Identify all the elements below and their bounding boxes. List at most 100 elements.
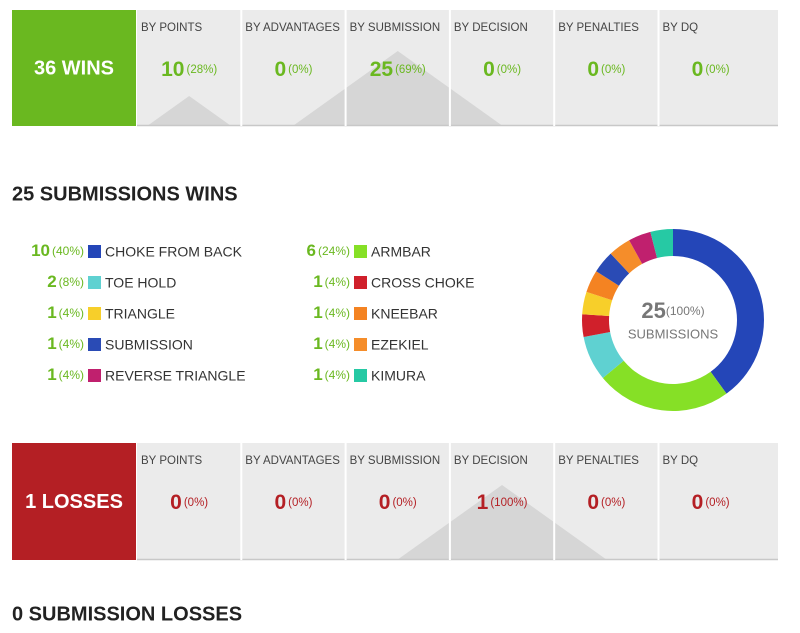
stat-count: 0	[274, 491, 286, 514]
stat-count: 0	[483, 58, 495, 81]
legend-value: 6 (24%)	[307, 241, 350, 260]
stat-label: BY ADVANTAGES	[245, 22, 340, 34]
stat-value: 0 (0%)	[692, 58, 730, 81]
legend-percent: (4%)	[59, 306, 84, 320]
peak	[147, 96, 232, 126]
stat-label: BY SUBMISSION	[350, 455, 441, 467]
legend-value: 1 (4%)	[47, 365, 84, 384]
donut-segment	[629, 231, 658, 264]
stat-count: 0	[587, 58, 599, 81]
donut-label: SUBMISSIONS	[628, 326, 719, 341]
legend-name: KIMURA	[371, 368, 426, 384]
section-title: 0 SUBMISSION LOSSES	[12, 603, 242, 625]
stat-percent: (0%)	[705, 497, 729, 509]
stat-percent: (0%)	[288, 64, 312, 76]
legend-count: 1	[47, 303, 56, 322]
donut-segment	[673, 229, 764, 394]
stat-percent: (100%)	[490, 497, 527, 509]
stat-value: 10 (28%)	[161, 58, 217, 81]
legend-percent: (8%)	[59, 275, 84, 289]
stat-percent: (0%)	[497, 64, 521, 76]
donut-segment	[582, 314, 611, 338]
legend-swatch	[354, 307, 367, 320]
donut-percent: (100%)	[666, 304, 705, 318]
donut-segment	[586, 271, 619, 301]
stat-percent: (0%)	[705, 64, 729, 76]
legend-swatch	[88, 307, 101, 320]
legend-name: REVERSE TRIANGLE	[105, 368, 246, 384]
legend-percent: (4%)	[325, 306, 350, 320]
total-box	[12, 10, 136, 126]
legend-count: 1	[313, 365, 322, 384]
donut-center: 25(100%)	[641, 298, 704, 323]
stat-value: 0 (0%)	[274, 58, 312, 81]
stat-count: 0	[274, 58, 286, 81]
stat-label: BY SUBMISSION	[350, 22, 441, 34]
stat-label: BY DQ	[663, 22, 699, 34]
legend-count: 1	[313, 272, 322, 291]
stat-percent: (0%)	[601, 64, 625, 76]
stat-label: BY POINTS	[141, 22, 202, 34]
stat-value: 0 (0%)	[379, 491, 417, 514]
stat-label: BY DECISION	[454, 22, 528, 34]
legend-value: 2 (8%)	[47, 272, 84, 291]
stat-label: BY PENALTIES	[558, 22, 639, 34]
legend-percent: (4%)	[59, 368, 84, 382]
legend-value: 1 (4%)	[313, 365, 350, 384]
total-label: 36 WINS	[34, 57, 114, 79]
legend-count: 10	[31, 241, 50, 260]
legend-name: CROSS CHOKE	[371, 275, 474, 291]
legend-name: KNEEBAR	[371, 306, 438, 322]
stat-count: 25	[370, 58, 394, 81]
legend-percent: (24%)	[318, 244, 350, 258]
stat-value: 0 (0%)	[170, 491, 208, 514]
legend-percent: (4%)	[59, 337, 84, 351]
stat-label: BY ADVANTAGES	[245, 455, 340, 467]
legend-value: 1 (4%)	[313, 303, 350, 322]
stat-count: 1	[477, 491, 489, 514]
stat-value: 1 (100%)	[477, 491, 528, 514]
donut-segment	[610, 240, 643, 274]
legend-value: 1 (4%)	[313, 272, 350, 291]
stat-percent: (69%)	[395, 64, 426, 76]
legend-value: 1 (4%)	[313, 334, 350, 353]
legend-value: 1 (4%)	[47, 303, 84, 322]
legend-count: 1	[47, 365, 56, 384]
total-box	[12, 443, 136, 560]
legend-name: SUBMISSION	[105, 337, 193, 353]
stat-value: 0 (0%)	[692, 491, 730, 514]
legend-percent: (4%)	[325, 275, 350, 289]
legend-count: 2	[47, 272, 56, 291]
stat-percent: (0%)	[288, 497, 312, 509]
donut-segment	[583, 331, 624, 379]
stat-value: 0 (0%)	[587, 58, 625, 81]
legend-name: ARMBAR	[371, 244, 431, 260]
legend-swatch	[354, 369, 367, 382]
legend-count: 1	[47, 334, 56, 353]
stat-percent: (0%)	[184, 497, 208, 509]
legend-name: CHOKE FROM BACK	[105, 244, 243, 260]
stat-value: 0 (0%)	[274, 491, 312, 514]
legend-count: 6	[307, 241, 316, 260]
stat-value: 25 (69%)	[370, 58, 426, 81]
stat-count: 10	[161, 58, 184, 81]
stat-count: 0	[379, 491, 391, 514]
donut-total: 25	[641, 298, 665, 323]
legend-swatch	[88, 245, 101, 258]
legend-count: 1	[313, 303, 322, 322]
legend-percent: (4%)	[325, 337, 350, 351]
legend-swatch	[88, 369, 101, 382]
legend-value: 1 (4%)	[47, 334, 84, 353]
stat-count: 0	[587, 491, 599, 514]
stat-percent: (28%)	[186, 64, 217, 76]
legend-count: 1	[313, 334, 322, 353]
legend-percent: (4%)	[325, 368, 350, 382]
stat-value: 0 (0%)	[587, 491, 625, 514]
donut-segment	[650, 229, 673, 259]
donut-segment	[582, 291, 613, 316]
legend-value: 10 (40%)	[31, 241, 84, 260]
stat-count: 0	[170, 491, 182, 514]
stat-label: BY PENALTIES	[558, 455, 639, 467]
stat-label: BY DECISION	[454, 455, 528, 467]
